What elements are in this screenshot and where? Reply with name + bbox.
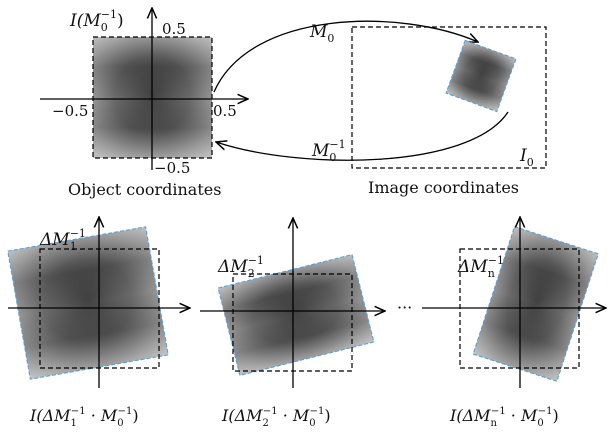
object-panel: I(M0−1) 0.5 −0.5 0.5 −0.5 Object coordin… — [40, 8, 248, 199]
ellipsis: ··· — [397, 298, 412, 317]
inverse-arrow — [216, 111, 509, 161]
panel-n-patch — [472, 225, 599, 382]
image-panel: I0 Image coordinates — [351, 26, 547, 197]
panel-n-label: ΔMn−1 — [457, 254, 504, 280]
inverse-label: M0−1 — [311, 138, 346, 164]
forward-label: M0 — [309, 22, 334, 45]
panel-2-caption: I(ΔM2−1 · M0−1) — [221, 406, 331, 429]
object-title: I(M0−1) — [69, 8, 124, 34]
panel-2-label: ΔM2−1 — [217, 254, 264, 280]
mapping-arrows: M0 M0−1 — [213, 20, 509, 164]
forward-arrow — [213, 20, 478, 93]
image-patch — [445, 39, 517, 113]
object-caption: Object coordinates — [68, 180, 221, 199]
bottom-panel-n: ΔMn−1 I(ΔMn−1 · M0−1) — [422, 217, 606, 429]
tick-bottom: −0.5 — [154, 159, 190, 177]
tick-right: 0.5 — [213, 102, 237, 120]
image-frame-label: I0 — [519, 146, 534, 169]
image-caption: Image coordinates — [368, 178, 519, 197]
tick-left: −0.5 — [52, 102, 88, 120]
panel-1-caption: I(ΔM1−1 · M0−1) — [29, 406, 139, 429]
panel-1-label: ΔM1−1 — [39, 227, 86, 253]
panel-n-caption: I(ΔMn−1 · M0−1) — [449, 406, 559, 429]
tick-top: 0.5 — [162, 20, 186, 38]
panel-1-patch — [7, 226, 169, 380]
image-frame — [351, 26, 547, 169]
bottom-panel-2: ΔM2−1 I(ΔM2−1 · M0−1) — [200, 218, 385, 429]
bottom-panel-1: ΔM1−1 I(ΔM1−1 · M0−1) — [7, 217, 190, 429]
panel-2-patch — [217, 253, 375, 377]
